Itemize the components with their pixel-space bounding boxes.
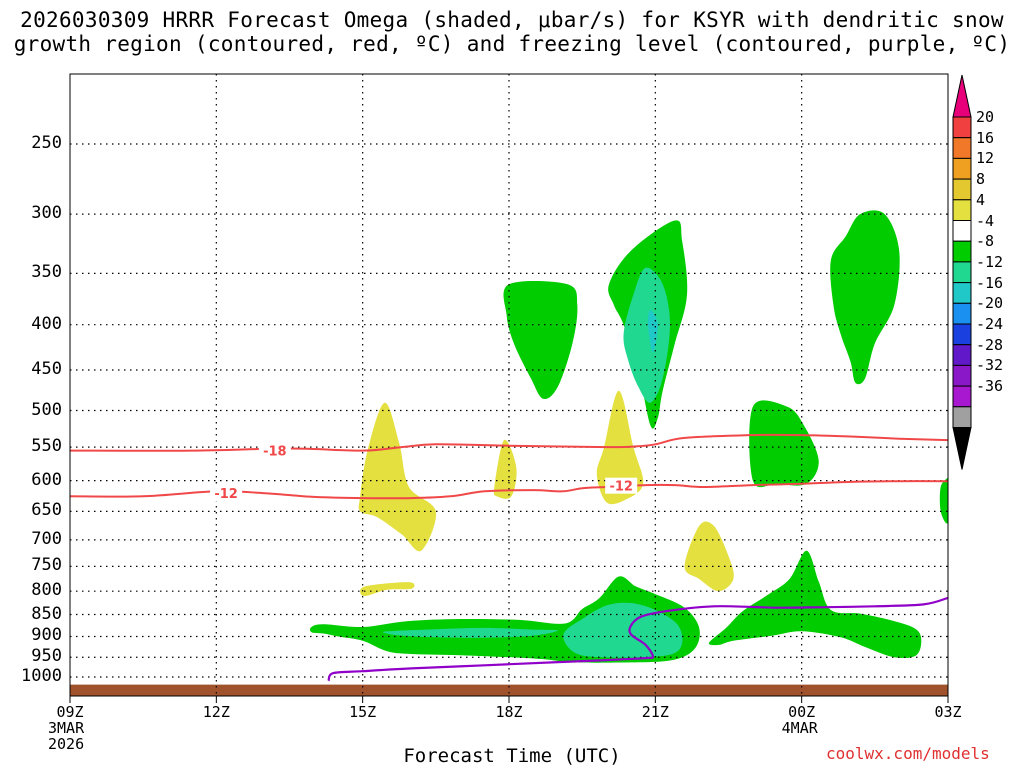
terrain-surface (70, 684, 948, 696)
y-tick-500: 500 (31, 399, 62, 420)
y-tick-850: 850 (31, 603, 62, 624)
source-credit: coolwx.com/models (826, 744, 990, 763)
colorbar-tick-16: 16 (976, 128, 995, 147)
omega-region-8 (749, 400, 819, 488)
freezing-level-line (327, 596, 948, 682)
y-tick-250: 250 (31, 133, 62, 153)
colorbar-tick--36: -36 (976, 377, 1004, 396)
colorbar-swatch-4 (952, 178, 972, 201)
x-tick-09Z: 09Z (56, 703, 84, 721)
colorbar-swatch-11 (952, 323, 972, 346)
isotherm-label--12-b-bg (605, 477, 638, 494)
colorbar-tick--8: -8 (976, 232, 995, 251)
y-tick-300: 300 (31, 203, 62, 224)
x-tick-00Z: 00Z (788, 703, 816, 721)
y-tick-700: 700 (31, 528, 62, 549)
omega-region-12 (623, 267, 670, 403)
x-tick-sub-09Z-0: 3MAR (48, 719, 85, 737)
omega-region-4 (684, 521, 734, 592)
x-tick-sub-00Z-0: 4MAR (781, 719, 818, 737)
y-tick-400: 400 (31, 313, 62, 334)
omega-region-0 (358, 402, 437, 552)
colorbar-tick--24: -24 (976, 315, 1004, 333)
colorbar-swatch-13 (952, 364, 972, 387)
isotherm-label--18-bg (258, 442, 291, 459)
omega-region-9 (939, 477, 948, 524)
chart-title-line-2: growth region (contoured, red, ºC) and f… (13, 32, 1011, 56)
colorbar-top-arrow (952, 74, 972, 118)
y-tick-950: 950 (31, 646, 62, 667)
colorbar-swatch-5 (952, 199, 972, 222)
isotherm-label--12-bg (210, 485, 243, 502)
colorbar-swatch-6 (952, 220, 972, 242)
colorbar-tick--12: -12 (976, 252, 1004, 271)
colorbar-tick-4: 4 (976, 190, 986, 209)
colorbar-bottom-arrow (952, 427, 972, 470)
omega-region-5 (503, 280, 578, 400)
colorbar-swatch-3 (952, 157, 972, 180)
colorbar-tick-20: 20 (976, 108, 995, 126)
y-tick-600: 600 (31, 469, 62, 490)
omega-region-11 (708, 550, 922, 659)
colorbar-swatch-1 (952, 116, 972, 139)
freezing-level-path (327, 596, 948, 682)
plot-frame (69, 73, 949, 697)
isotherm-label--12-b: -12 (609, 480, 633, 495)
omega-region-13 (382, 627, 558, 638)
colorbar-swatch-15 (952, 406, 972, 428)
omega-region-14 (563, 602, 683, 658)
omega-shading (309, 210, 948, 663)
colorbar (952, 74, 972, 470)
y-tick-350: 350 (31, 262, 62, 283)
colorbar-swatch-9 (952, 282, 972, 304)
x-tick-21Z: 21Z (641, 703, 669, 721)
y-tick-800: 800 (31, 580, 62, 601)
colorbar-tick--16: -16 (976, 273, 1004, 292)
colorbar-swatch-14 (952, 385, 972, 408)
y-tick-750: 750 (31, 555, 62, 576)
colorbar-tick--28: -28 (976, 335, 1004, 354)
x-tick-12Z: 12Z (202, 703, 230, 721)
colorbar-tick--32: -32 (976, 356, 1004, 375)
x-tick-sub-09Z-1: 2026 (48, 735, 85, 753)
colorbar-tick-12: 12 (976, 149, 995, 168)
colorbar-swatch-12 (952, 344, 972, 366)
y-tick-900: 900 (31, 625, 62, 646)
colorbar-tick--4: -4 (976, 211, 995, 230)
colorbar-swatch-10 (952, 302, 972, 325)
grid-lines (69, 74, 949, 703)
chart-title-line-1: 2026030309 HRRR Forecast Omega (shaded, … (20, 8, 1004, 32)
y-tick-650: 650 (31, 500, 62, 521)
colorbar-tick--20: -20 (976, 294, 1004, 313)
y-tick-1000: 1000 (21, 666, 62, 686)
omega-region-2 (360, 582, 415, 597)
omega-region-7 (830, 210, 900, 385)
isotherm-label--12: -12 (214, 487, 238, 502)
x-tick-03Z: 03Z (934, 703, 962, 721)
colorbar-swatch-7 (952, 240, 972, 263)
x-axis-label: Forecast Time (UTC) (403, 745, 621, 767)
colorbar-swatch-8 (952, 261, 972, 284)
colorbar-tick-8: 8 (976, 170, 986, 189)
omega-region-1 (493, 439, 517, 499)
x-tick-18Z: 18Z (495, 703, 523, 721)
dendritic-isotherms: -18 -12 -12 (70, 433, 948, 502)
terrain-band (70, 684, 948, 696)
y-tick-550: 550 (31, 436, 62, 457)
isotherm-line--12 (70, 480, 948, 500)
x-tick-15Z: 15Z (349, 703, 377, 721)
isotherm-label--18: -18 (263, 445, 287, 460)
colorbar-swatch-2 (952, 137, 972, 159)
y-tick-450: 450 (31, 358, 62, 379)
